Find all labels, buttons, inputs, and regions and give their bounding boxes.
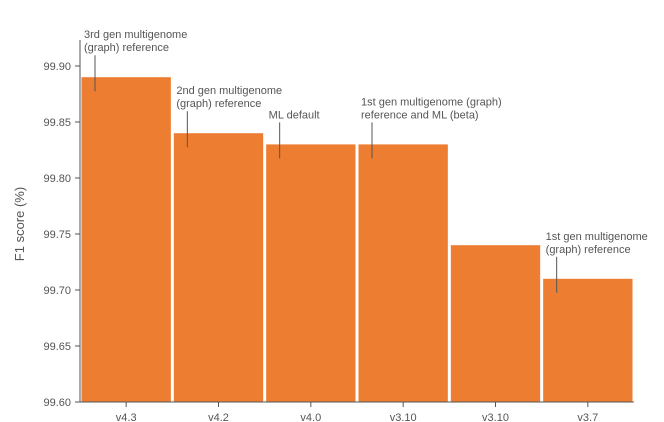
x-tick-label: v3.10 xyxy=(390,412,417,422)
annotation-label: 3rd gen multigenome xyxy=(84,29,187,41)
y-tick-label: 99.90 xyxy=(43,61,71,73)
x-tick-label: v3.10 xyxy=(482,412,509,422)
annotation-label: reference and ML (beta) xyxy=(361,109,479,121)
y-tick-label: 99.85 xyxy=(43,117,71,129)
annotation-label: (graph) reference xyxy=(176,98,261,110)
y-tick-label: 99.60 xyxy=(43,397,71,409)
x-tick-label: v4.2 xyxy=(208,412,229,422)
bar-1 xyxy=(173,133,264,402)
annotation-label: 1st gen multigenome xyxy=(546,231,648,243)
x-tick-label: v4.3 xyxy=(116,412,137,422)
annotation-label: (graph) reference xyxy=(84,42,169,54)
y-tick-label: 99.75 xyxy=(43,229,71,241)
bar-4 xyxy=(450,245,541,402)
y-axis-label: F1 score (%) xyxy=(12,187,27,261)
y-tick-label: 99.70 xyxy=(43,285,71,297)
annotation-label: ML default xyxy=(269,109,320,121)
bar-2 xyxy=(266,144,356,402)
bar-3 xyxy=(358,144,448,402)
annotation-label: 2nd gen multigenome xyxy=(176,85,282,97)
y-tick-label: 99.80 xyxy=(43,173,71,185)
x-tick-label: v3.7 xyxy=(577,412,598,422)
y-tick-label: 99.65 xyxy=(43,341,71,353)
x-tick-label: v4.0 xyxy=(300,412,321,422)
bar-5 xyxy=(543,278,633,402)
annotation-label: (graph) reference xyxy=(546,244,631,256)
bar-0 xyxy=(81,77,171,402)
annotation-label: 1st gen multigenome (graph) xyxy=(361,96,502,108)
